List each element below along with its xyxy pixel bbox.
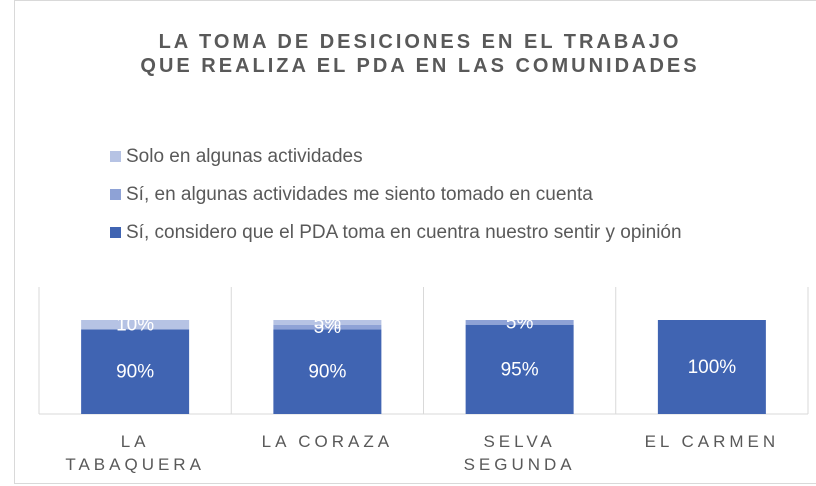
x-tick-label: LA CORAZA bbox=[261, 432, 394, 451]
legend-label: Solo en algunas actividades bbox=[126, 146, 363, 167]
data-label: 100% bbox=[688, 357, 737, 378]
legend-item: Sí, en algunas actividades me siento tom… bbox=[110, 184, 593, 206]
legend-item: Sí, considero que el PDA toma en cuentra… bbox=[110, 222, 682, 244]
data-label: 90% bbox=[116, 362, 154, 383]
bar-segment bbox=[465, 324, 574, 414]
bar-segment bbox=[81, 329, 190, 414]
legend-label: Sí, en algunas actividades me siento tom… bbox=[126, 184, 593, 205]
data-label: 5% bbox=[506, 312, 534, 333]
x-tick-label: SELVA SEGUNDA bbox=[463, 432, 576, 474]
bar-segment bbox=[81, 320, 190, 330]
data-label: 10% bbox=[116, 315, 154, 336]
data-label: 95% bbox=[501, 359, 539, 380]
bar-segment bbox=[465, 320, 574, 325]
legend-swatch bbox=[110, 227, 121, 238]
legend-swatch bbox=[110, 151, 121, 162]
bar-segment bbox=[273, 329, 382, 414]
legend-label: Sí, considero que el PDA toma en cuentra… bbox=[126, 222, 682, 243]
chart-title: LA TOMA DE DESICIONES EN EL TRABAJO QUE … bbox=[140, 31, 700, 77]
x-tick-label: LA TABAQUERA bbox=[65, 432, 205, 474]
x-tick-label: EL CARMEN bbox=[644, 432, 780, 451]
data-label: 5% bbox=[314, 312, 342, 333]
legend-item: Solo en algunas actividades bbox=[110, 146, 363, 168]
legend-swatch bbox=[110, 189, 121, 200]
bar-segment bbox=[273, 324, 382, 330]
data-label: 90% bbox=[308, 362, 346, 383]
bar-segment bbox=[657, 320, 766, 414]
bar-segment bbox=[273, 320, 382, 325]
chart-frame bbox=[14, 0, 816, 484]
